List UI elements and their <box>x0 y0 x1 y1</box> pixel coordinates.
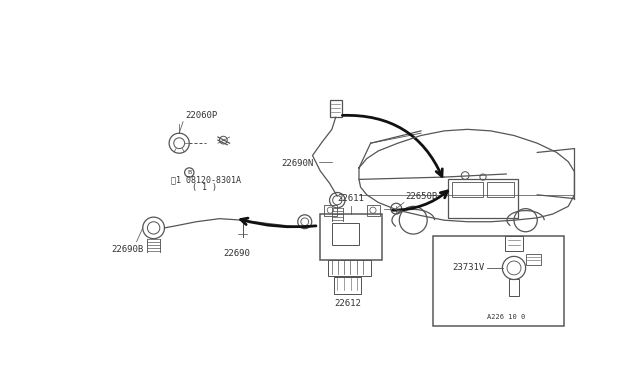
Bar <box>509 279 518 296</box>
Bar <box>525 254 541 265</box>
Text: 23731V: 23731V <box>452 263 484 272</box>
Bar <box>320 214 382 260</box>
Text: 22690N: 22690N <box>282 159 314 168</box>
Bar <box>452 182 483 197</box>
Text: 22060P: 22060P <box>186 111 218 120</box>
Text: B: B <box>187 170 191 175</box>
Text: A226 10 0: A226 10 0 <box>487 314 525 320</box>
Bar <box>332 223 359 245</box>
Text: 22611: 22611 <box>338 194 365 203</box>
Bar <box>330 100 342 117</box>
Bar <box>487 182 514 197</box>
Text: 22690: 22690 <box>223 250 250 259</box>
Bar <box>448 179 518 218</box>
Bar <box>334 277 362 294</box>
Text: ( 1 ): ( 1 ) <box>191 183 216 192</box>
Text: 22612: 22612 <box>334 299 361 308</box>
Bar <box>324 205 337 216</box>
Bar <box>328 260 371 276</box>
Text: 22690B: 22690B <box>111 245 143 254</box>
Text: 22650B: 22650B <box>406 192 438 201</box>
Bar <box>505 235 524 251</box>
Bar <box>367 205 380 216</box>
Bar <box>433 235 564 327</box>
Text: ⑂1 08120-8301A: ⑂1 08120-8301A <box>172 175 241 184</box>
